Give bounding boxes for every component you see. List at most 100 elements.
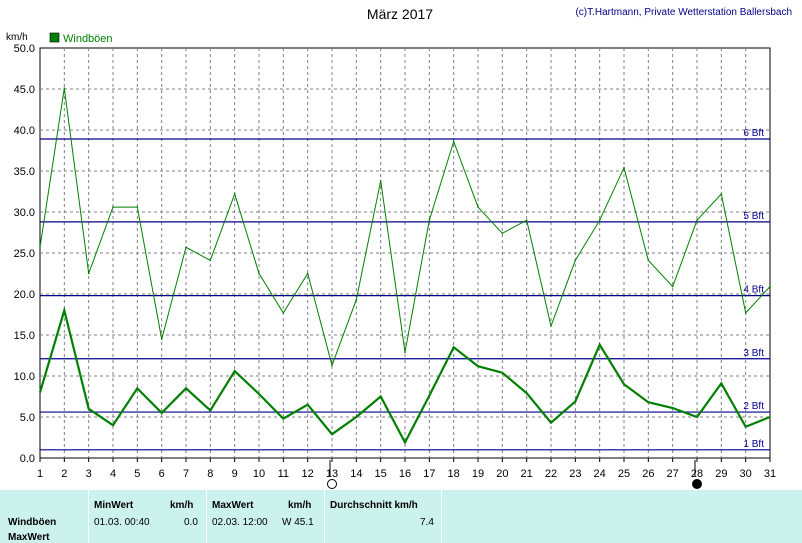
bft-label: 4 Bft [743,285,764,296]
stats-divider [88,490,89,543]
x-tick-label: 26 [642,468,654,480]
data-point [404,351,406,354]
x-tick-label: 21 [521,468,533,480]
data-point [39,391,41,394]
data-point [744,426,747,428]
data-point [428,219,431,221]
data-point [87,408,90,410]
avg-header: Durchschnitt km/h [330,500,418,511]
x-tick-label: 18 [448,468,460,480]
data-point [623,383,625,386]
data-point [63,309,66,312]
x-tick-label: 20 [496,468,508,480]
max-header: MaxWert [212,500,254,511]
data-point [331,364,333,367]
y-tick-label: 5.0 [20,412,35,424]
data-point [209,259,212,262]
data-point [136,387,139,390]
x-tick-label: 6 [159,468,165,480]
data-point [209,409,212,412]
data-point [769,416,771,418]
x-tick-label: 13 [326,468,338,480]
max-time: 02.03. 12:00 [212,517,268,528]
data-point [282,417,285,420]
x-tick-label: 3 [86,468,92,480]
data-point [379,395,382,398]
data-point [452,140,455,143]
data-point [258,272,260,275]
y-tick-label: 30.0 [14,207,35,219]
y-tick-label: 10.0 [14,371,35,383]
x-tick-label: 7 [183,468,189,480]
min-header: MinWert [94,500,134,511]
data-point [598,344,601,346]
data-point [477,206,479,208]
data-point [525,392,528,395]
data-point [282,312,285,314]
data-point [306,272,309,275]
data-point [331,433,333,436]
data-point [112,424,114,427]
data-point [258,393,260,395]
data-point [112,206,114,208]
data-point [452,346,455,349]
x-tick-label: 4 [110,468,116,480]
stats-divider [441,490,442,543]
y-tick-label: 35.0 [14,166,35,178]
data-point [647,259,650,262]
x-tick-label: 12 [302,468,314,480]
bft-label: 6 Bft [743,128,764,139]
x-tick-label: 15 [375,468,387,480]
data-point [501,232,504,235]
data-point [136,206,139,208]
data-point [744,312,747,314]
data-point [355,298,358,301]
x-tick-label: 28 [691,468,703,480]
new-moon-icon [692,479,702,489]
x-tick-label: 19 [472,468,484,480]
bft-label: 1 Bft [743,439,764,450]
y-tick-label: 20.0 [14,289,35,301]
data-point [63,87,66,89]
x-tick-label: 11 [278,468,289,480]
data-point [696,416,698,418]
max-unit: km/h [288,500,312,511]
full-moon-icon [327,479,337,489]
legend-swatch [49,32,60,43]
x-tick-label: 14 [350,468,362,480]
min-value: 0.0 [184,517,198,528]
x-tick-label: 5 [134,468,140,480]
data-point [671,285,674,288]
data-point [623,166,625,169]
x-tick-label: 24 [594,468,606,480]
row-label-maxwert: MaxWert [8,532,50,543]
x-tick-label: 9 [232,468,238,480]
x-tick-label: 16 [399,468,411,480]
data-point [87,272,90,275]
legend-label: Windböen [63,33,113,45]
data-point [233,370,236,372]
wind-chart: 1 Bft 2 Bft 3 Bft 4 Bft 5 Bft 6 Bft 0.0 5.0 10.0… [6,32,776,489]
data-point [306,403,309,406]
x-tick-label: 10 [253,468,265,480]
data-point [477,365,479,367]
x-tick-label: 29 [715,468,727,480]
y-tick-label: 45.0 [14,84,35,96]
data-point [574,259,577,262]
x-tick-label: 1 [37,468,43,480]
data-point [379,180,382,182]
chart-title: März 2017 [366,6,434,22]
x-tick-label: 27 [667,468,679,480]
y-tick-label: 15.0 [14,330,35,342]
data-point [404,441,406,444]
x-tick-label: 23 [569,468,581,480]
credit-text: (c)T.Hartmann, Private Wetterstation Bal… [575,7,792,18]
y-axis-label: km/h [6,32,28,43]
data-point [525,219,528,221]
avg-value: 7.4 [420,517,434,528]
row-label-windboeen: Windböen [8,517,57,528]
x-tick-label: 8 [207,468,213,480]
y-tick-label: 50.0 [14,43,35,55]
data-point [550,325,552,327]
data-point [696,219,698,221]
